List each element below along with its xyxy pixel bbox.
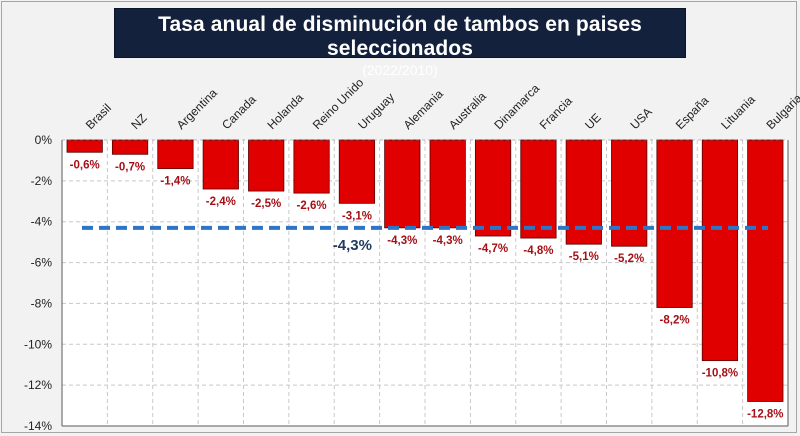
category-label: Australia — [446, 89, 489, 132]
data-label: -2,6% — [297, 200, 327, 212]
data-label: -2,5% — [251, 198, 281, 210]
bar — [293, 139, 330, 194]
data-label: -5,2% — [614, 253, 644, 265]
bar — [157, 139, 194, 170]
bar — [248, 139, 285, 192]
category-label: Alemania — [401, 87, 447, 133]
data-label: -8,2% — [660, 315, 690, 327]
category-label: Holanda — [264, 90, 306, 132]
y-tick-label: -4% — [31, 215, 53, 229]
bar — [202, 139, 239, 190]
y-tick-label: -12% — [24, 378, 52, 392]
title-banner: Tasa anual de disminución de tambos en p… — [114, 8, 686, 78]
bar — [747, 139, 784, 402]
y-tick-label: -14% — [24, 419, 52, 433]
data-label: -0,7% — [115, 161, 145, 173]
bar — [111, 139, 149, 155]
y-tick-label: -6% — [31, 256, 53, 270]
data-label: -4,3% — [433, 235, 463, 247]
bar — [656, 139, 693, 308]
data-label: -0,6% — [70, 159, 100, 171]
category-label: Uruguay — [355, 90, 397, 132]
category-label: Argentina — [174, 86, 220, 132]
bar — [384, 139, 421, 229]
data-label: -1,4% — [160, 176, 190, 188]
data-label: -3,1% — [342, 210, 372, 222]
chart-subtitle: (2022/2010) — [362, 62, 438, 78]
category-label: Dinamarca — [491, 81, 542, 132]
data-label: -2,4% — [206, 196, 236, 208]
data-label: -5,1% — [569, 251, 599, 263]
bar — [474, 139, 512, 237]
data-label: -10,8% — [702, 368, 738, 380]
y-tick-label: 0% — [35, 133, 53, 147]
category-label: Lituania — [718, 92, 758, 132]
y-tick-label: -8% — [31, 296, 53, 310]
data-label: -12,8% — [747, 408, 783, 420]
bar — [338, 139, 376, 204]
chart-title: Tasa anual de disminución de tambos en p… — [158, 13, 642, 60]
y-tick-label: -10% — [24, 337, 52, 351]
category-label: Canada — [219, 92, 259, 132]
category-label: Francia — [537, 94, 575, 132]
bar — [611, 139, 648, 247]
average-label: -4,3% — [333, 237, 372, 254]
data-label: -4,3% — [387, 235, 417, 247]
bar — [66, 139, 103, 153]
data-label: -4,8% — [523, 245, 553, 257]
bar — [701, 139, 739, 362]
category-label: Brasil — [83, 101, 114, 132]
category-label: UE — [582, 110, 604, 132]
category-label: NZ — [128, 111, 149, 132]
y-tick-label: -2% — [31, 174, 53, 188]
bar — [429, 139, 466, 229]
category-label: España — [673, 93, 712, 132]
category-label: Bulgaria — [764, 91, 800, 132]
category-label: USA — [627, 105, 654, 132]
data-label: -4,7% — [478, 243, 508, 255]
bar — [520, 139, 557, 239]
